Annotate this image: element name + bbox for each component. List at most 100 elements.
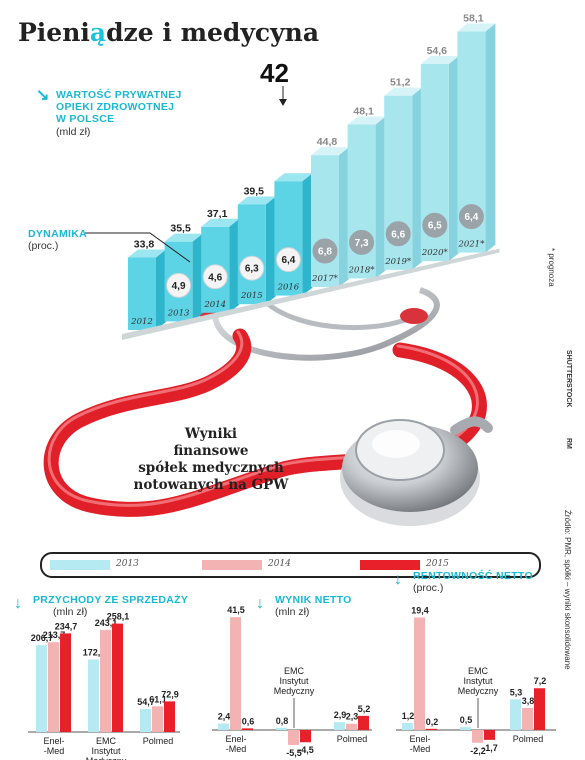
- year-label: 2020*: [421, 248, 449, 258]
- bar-top: [311, 147, 349, 156]
- bar: [152, 706, 163, 732]
- bar: [472, 730, 483, 743]
- dynamics-value-label: 4,9: [172, 281, 186, 292]
- legend-swatch: [50, 560, 110, 570]
- down-arrow-icon: ↓: [14, 595, 22, 612]
- dynamics-value-label: 7,3: [355, 238, 369, 249]
- category-label: Polmed: [513, 734, 544, 744]
- dynamics-circle: [202, 264, 228, 290]
- revenue-panel-title: PRZYCHODY ZE SPRZEDAŻY: [33, 594, 189, 606]
- dynamics-circle: [166, 272, 192, 298]
- bar: [522, 707, 533, 730]
- down-arrow-icon: ↓: [394, 571, 402, 588]
- dynamics-value-label: 6,6: [391, 229, 405, 240]
- bar-value-label: 2,3: [346, 712, 359, 722]
- bar-top: [384, 87, 423, 96]
- bar: [346, 723, 357, 730]
- legend-swatch: [360, 560, 420, 570]
- category-label: -Med: [226, 744, 247, 754]
- bar: [300, 730, 311, 743]
- legend-label: 2013: [116, 559, 139, 569]
- bar-value-label: 5,2: [358, 704, 371, 714]
- bar-value-label: 48,1: [353, 105, 374, 117]
- bar: [288, 730, 299, 745]
- category-label: EMC: [96, 736, 117, 746]
- bar-side: [485, 23, 496, 253]
- dynamics-value-label: 6,8: [318, 247, 332, 258]
- bar-value-label: 213,7: [43, 630, 66, 640]
- bar-value-label: 3,8: [522, 696, 535, 706]
- dynamics-value-label: 6,3: [245, 264, 259, 275]
- year-label: 2021*: [457, 240, 485, 250]
- market-chart-title: WARTOŚĆ PRYWATNEJ OPIEKI ZDROWOTNEJ W PO…: [56, 89, 182, 125]
- category-label: Polmed: [337, 734, 368, 744]
- bar-side: [302, 173, 313, 296]
- bar-value-label: -1,7: [482, 743, 498, 753]
- bar-value-label: 258,1: [107, 612, 130, 622]
- category-label: Enel-: [43, 736, 64, 746]
- stethoscope-caption: Wyniki finansowe spółek medycznych notow…: [133, 426, 289, 493]
- bar: [534, 688, 545, 730]
- bar: [164, 701, 175, 732]
- bar-value-label: 51,2: [390, 77, 411, 89]
- dynamics-label: DYNAMIKA: [28, 228, 87, 240]
- down-right-arrow-icon: ↘: [36, 87, 50, 104]
- bar-value-label: 37,1: [207, 208, 228, 220]
- net-result-panel-title: WYNIK NETTO: [275, 594, 352, 606]
- bar: [484, 730, 495, 740]
- bar-side: [412, 87, 423, 270]
- year-label: 2012: [130, 317, 153, 327]
- bar-side: [229, 218, 240, 313]
- category-label: -Med: [44, 746, 65, 756]
- bar-value-label: 61,1: [149, 694, 167, 704]
- bar-side: [448, 56, 459, 262]
- category-label: Medyczny: [274, 686, 315, 696]
- bar-value-label: 2,9: [334, 710, 347, 720]
- bar-top: [201, 218, 240, 227]
- category-label: Polmed: [143, 736, 174, 746]
- bar-top: [164, 233, 203, 242]
- bar-value-label: -5,5: [286, 748, 302, 758]
- legend-label: 2015: [426, 559, 449, 569]
- bar-top: [420, 56, 459, 65]
- bar-value-label: 206,7: [31, 633, 54, 643]
- bar: [460, 727, 471, 730]
- category-label: -Med: [410, 744, 431, 754]
- bar: [242, 728, 253, 730]
- year-label: 2014: [203, 300, 226, 310]
- market-chart-unit: (mld zł): [56, 126, 91, 138]
- net-result-panel-unit: (mln zł): [275, 606, 310, 618]
- bar-top: [347, 116, 386, 125]
- bar-value-label: 1,2: [402, 711, 415, 721]
- bar: [274, 181, 303, 296]
- bar-value-label: 54,7: [137, 697, 155, 707]
- bar: [402, 723, 413, 730]
- bar-value-label: -4,5: [298, 745, 314, 755]
- bar-value-label: -2,2: [470, 746, 486, 756]
- bar-side: [192, 233, 203, 322]
- page-title: Pieniądze i medycyna: [18, 18, 320, 47]
- category-label: Enel-: [225, 734, 246, 744]
- bar: [36, 645, 47, 732]
- year-label: 2019*: [384, 257, 412, 267]
- bar: [60, 633, 71, 732]
- bar: [112, 623, 123, 732]
- bar-top: [457, 23, 496, 32]
- bar-value-label: 172,6: [83, 648, 106, 658]
- bar: [358, 715, 369, 730]
- bar-value-label: 39,5: [244, 185, 265, 197]
- category-label: Medyczny: [458, 686, 499, 696]
- bar: [510, 699, 521, 730]
- bar: [48, 642, 59, 732]
- bar-value-label: 0,8: [276, 716, 289, 726]
- bar-value-label: 54,6: [427, 45, 448, 57]
- bar-value-label: 0,5: [460, 715, 473, 725]
- bar-value-label: 35,5: [170, 223, 191, 235]
- dynamics-circle: [385, 221, 411, 247]
- bar-value-label: 44,8: [317, 136, 338, 148]
- bar: [140, 709, 151, 732]
- dynamics-circle: [239, 255, 265, 281]
- category-label: Instytut: [279, 676, 309, 686]
